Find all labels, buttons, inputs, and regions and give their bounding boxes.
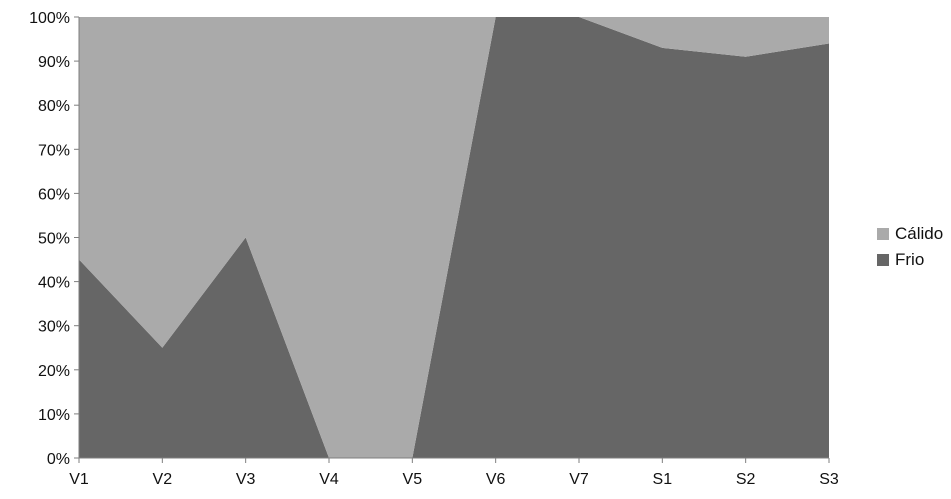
legend-swatch-calido — [877, 228, 889, 240]
x-tick-label: V1 — [69, 471, 89, 488]
legend-label-frio: Frio — [895, 250, 925, 269]
x-tick-label: S1 — [653, 471, 673, 488]
x-tick-label: V4 — [319, 471, 339, 488]
y-tick-label: 20% — [38, 363, 70, 380]
x-tick-label: V5 — [403, 471, 423, 488]
legend-swatch-frio — [877, 254, 889, 266]
y-tick-label: 70% — [38, 142, 70, 159]
x-tick-label: V2 — [153, 471, 173, 488]
y-tick-label: 40% — [38, 275, 70, 292]
y-tick-label: 100% — [29, 10, 70, 27]
y-tick-label: 80% — [38, 98, 70, 115]
legend-item-calido: Cálido — [877, 221, 943, 247]
legend-label-calido: Cálido — [895, 224, 944, 243]
x-tick-label: S2 — [736, 471, 756, 488]
y-tick-label: 0% — [47, 451, 70, 468]
y-tick-label: 30% — [38, 319, 70, 336]
y-tick-label: 60% — [38, 186, 70, 203]
legend: Cálido Frio — [877, 221, 943, 273]
x-tick-label: S3 — [819, 471, 839, 488]
y-tick-label: 50% — [38, 231, 70, 248]
y-tick-label: 10% — [38, 407, 70, 424]
y-tick-label: 90% — [38, 54, 70, 71]
legend-item-frio: Frio — [877, 247, 943, 273]
x-tick-label: V3 — [236, 471, 256, 488]
x-tick-label: V7 — [569, 471, 589, 488]
x-tick-label: V6 — [486, 471, 506, 488]
area-series-c-lido — [79, 17, 829, 458]
